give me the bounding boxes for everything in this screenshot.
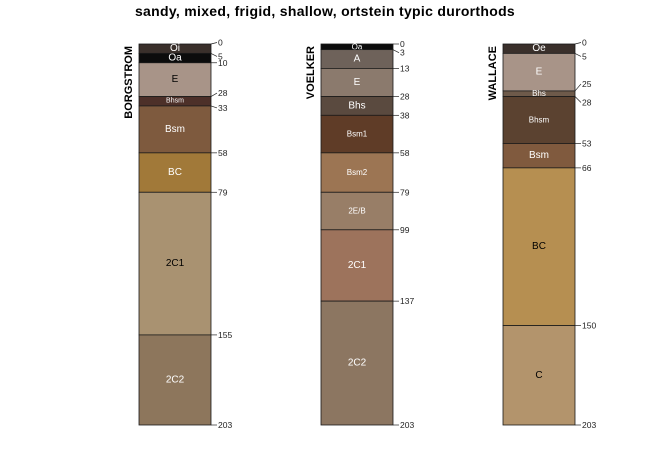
horizon-label: Bhs — [348, 100, 365, 111]
depth-label: 10 — [218, 58, 228, 68]
horizon-label: BC — [168, 167, 182, 178]
depth-tick — [392, 49, 400, 53]
depth-label: 28 — [400, 92, 410, 102]
depth-label: 5 — [582, 51, 587, 61]
depth-tick — [574, 83, 582, 92]
horizon-band — [502, 52, 576, 92]
profile-name: WALLACE — [487, 46, 499, 100]
horizon-label: Bhs — [532, 89, 546, 98]
depth-label: 5 — [218, 51, 223, 61]
horizon-band — [138, 62, 212, 97]
soil-profile: Oe E Bhs Bhsm Bsm BC C 0 5 25 28 53 66 150 203 WALLACE — [487, 38, 596, 431]
depth-tick — [210, 105, 218, 109]
depth-label: 203 — [582, 420, 596, 430]
horizon-label: E — [354, 77, 361, 88]
depth-label: 38 — [400, 110, 410, 120]
horizon-label: A — [354, 54, 361, 65]
depth-label: 58 — [218, 148, 228, 158]
horizon-label: Bhsm — [529, 116, 550, 125]
depth-tick — [210, 92, 218, 97]
depth-tick — [574, 42, 582, 45]
horizon-band — [320, 300, 394, 426]
horizon-band — [320, 191, 394, 231]
depth-label: 150 — [582, 321, 596, 331]
horizon-label: E — [536, 67, 543, 78]
depth-label: 0 — [400, 39, 405, 49]
horizon-label: Oe — [532, 43, 546, 54]
horizon-band — [502, 167, 576, 326]
depth-label: 203 — [400, 420, 414, 430]
horizon-label: 2C1 — [348, 260, 367, 271]
horizon-label: 2C1 — [166, 258, 185, 269]
horizon-label: 2C2 — [166, 374, 185, 385]
horizon-label: Bsm1 — [347, 130, 368, 139]
horizon-band — [502, 96, 576, 144]
soil-profile: Oa A E Bhs Bsm1 Bsm2 2E/B 2C1 2C2 03 13 28 38 58 79 99 1… — [305, 39, 414, 430]
horizon-label: Oa — [168, 53, 182, 64]
depth-tick — [210, 53, 218, 57]
horizon-label: 2C2 — [348, 358, 367, 369]
horizon-band — [138, 191, 212, 336]
profile-name: VOELKER — [305, 46, 317, 99]
depth-label: 0 — [582, 38, 587, 48]
depth-tick — [574, 96, 582, 103]
horizon-band — [138, 334, 212, 426]
depth-label: 203 — [218, 420, 232, 430]
horizon-label: BC — [532, 241, 546, 252]
depth-label: 28 — [582, 98, 592, 108]
horizon-band — [320, 152, 394, 193]
depth-tick — [574, 53, 582, 57]
horizon-label: Bhsm — [166, 98, 184, 105]
horizon-band — [138, 152, 212, 193]
depth-label: 3 — [400, 48, 405, 58]
horizon-band — [502, 325, 576, 426]
depth-label: 137 — [400, 296, 414, 306]
horizon-label: Oi — [170, 43, 180, 54]
horizon-band — [502, 143, 576, 169]
horizon-label: Oa — [352, 42, 363, 51]
depth-tick — [210, 42, 218, 45]
depth-label: 28 — [218, 88, 228, 98]
depth-label: 99 — [400, 225, 410, 235]
depth-label: 79 — [400, 187, 410, 197]
horizon-band — [320, 229, 394, 302]
depth-label: 66 — [582, 163, 592, 173]
depth-label: 155 — [218, 330, 232, 340]
horizon-band — [138, 105, 212, 154]
depth-label: 25 — [582, 79, 592, 89]
horizon-band — [320, 67, 394, 97]
profile-name: BORGSTROM — [123, 46, 135, 119]
depth-label: 33 — [218, 103, 228, 113]
horizon-label: 2E/B — [348, 207, 365, 216]
horizon-label: Bsm — [165, 124, 185, 135]
figure-title: sandy, mixed, frigid, shallow, ortstein … — [134, 3, 516, 19]
horizon-label: Bsm2 — [347, 168, 368, 177]
depth-label: 53 — [582, 138, 592, 148]
horizon-label: C — [535, 370, 542, 381]
depth-label: 13 — [400, 63, 410, 73]
depth-label: 79 — [218, 187, 228, 197]
horizon-label: Bsm — [529, 150, 549, 161]
depth-label: 0 — [218, 38, 223, 48]
depth-label: 58 — [400, 148, 410, 158]
horizon-label: E — [172, 74, 179, 85]
